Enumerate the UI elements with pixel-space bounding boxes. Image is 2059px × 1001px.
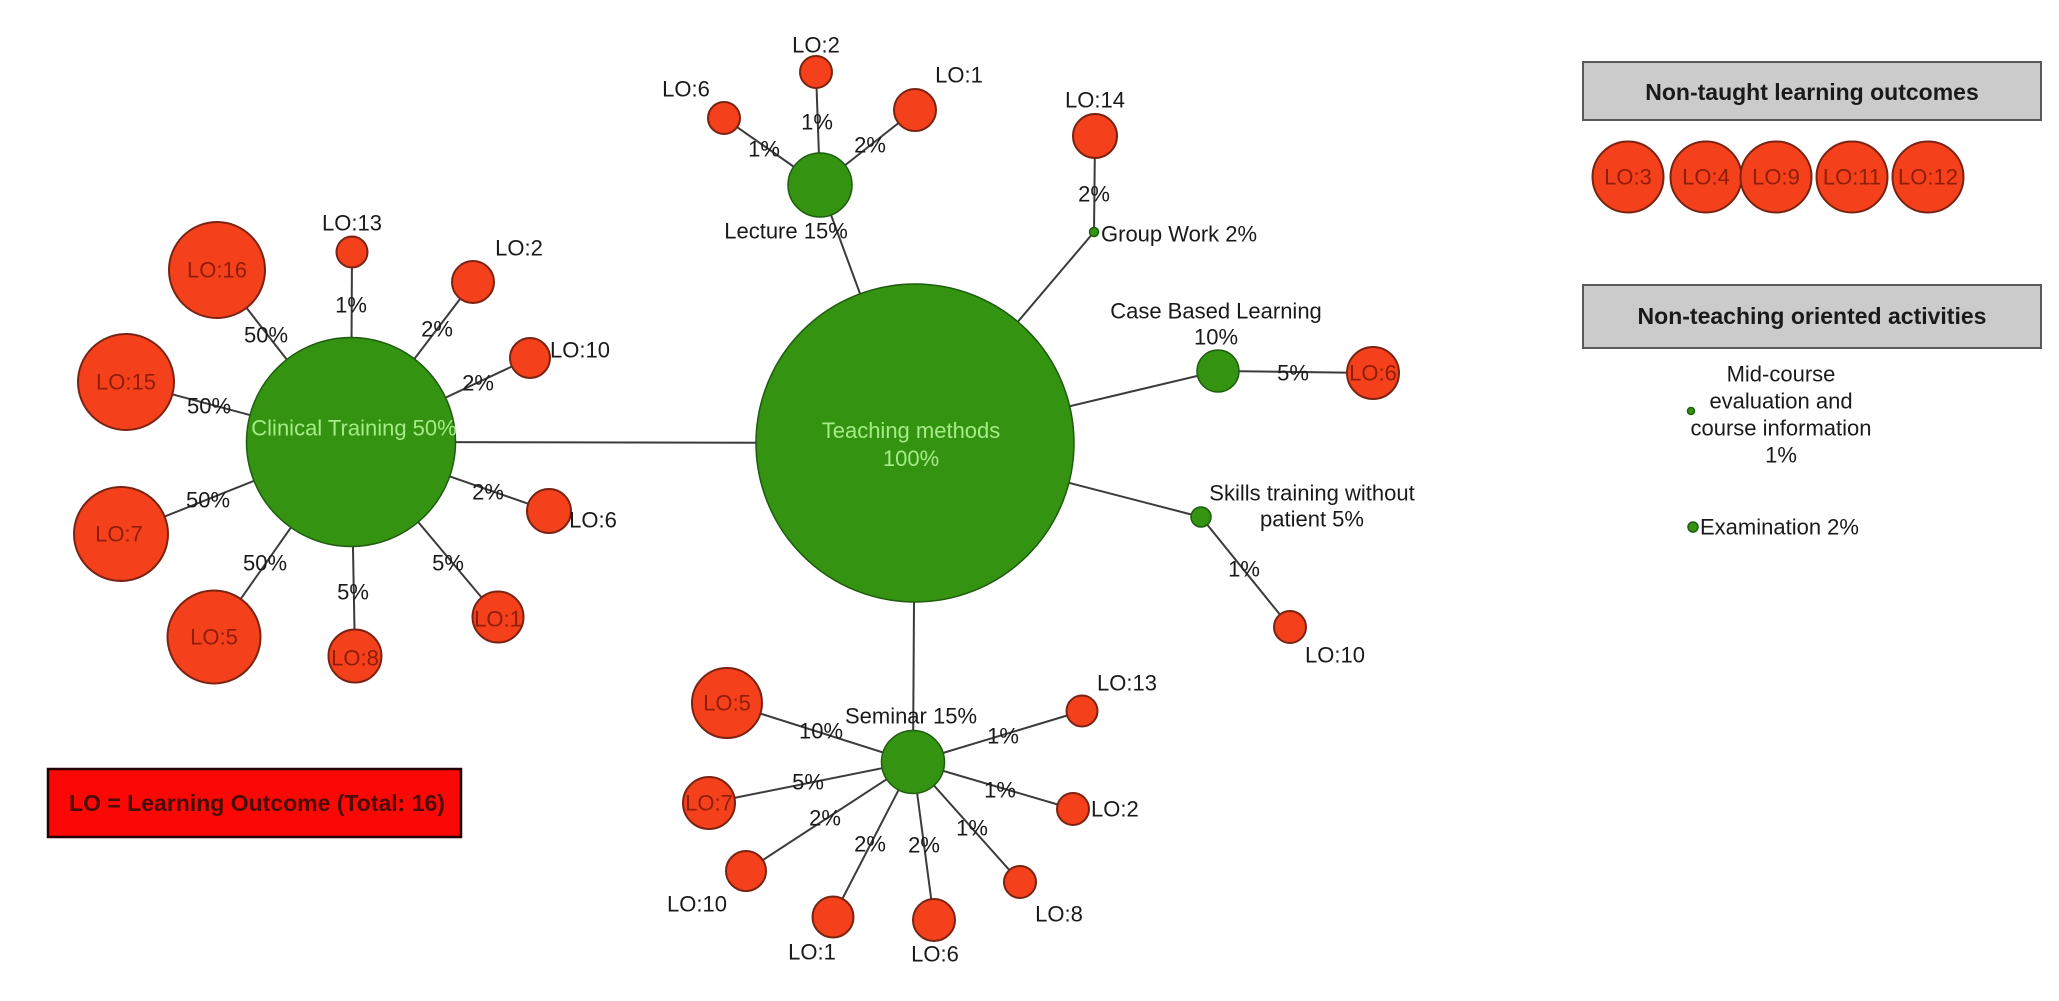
svg-text:50%: 50% (244, 323, 288, 348)
svg-text:Mid-course: Mid-course (1727, 362, 1836, 387)
svg-text:LO:11: LO:11 (1823, 165, 1881, 190)
svg-text:50%: 50% (187, 394, 231, 419)
svg-text:2%: 2% (908, 833, 940, 858)
svg-text:LO:5: LO:5 (190, 625, 238, 650)
svg-text:LO:10: LO:10 (667, 892, 727, 917)
svg-text:LO:13: LO:13 (322, 211, 382, 236)
svg-text:LO:12: LO:12 (1898, 165, 1958, 190)
svg-text:LO:10: LO:10 (550, 338, 610, 363)
svg-text:1%: 1% (1228, 557, 1260, 582)
svg-text:LO:8: LO:8 (1035, 902, 1083, 927)
svg-text:10%: 10% (799, 719, 843, 744)
svg-text:LO:2: LO:2 (792, 33, 840, 58)
svg-text:Clinical Training 50%: Clinical Training 50% (251, 416, 456, 441)
svg-text:LO:15: LO:15 (96, 370, 156, 395)
svg-text:1%: 1% (956, 816, 988, 841)
svg-text:Teaching methods: Teaching methods (822, 418, 1001, 443)
svg-text:LO:13: LO:13 (1097, 671, 1157, 696)
svg-text:Group Work 2%: Group Work 2% (1101, 222, 1257, 247)
svg-text:1%: 1% (1765, 443, 1797, 468)
svg-text:10%: 10% (1194, 325, 1238, 350)
svg-text:Skills training without: Skills training without (1209, 481, 1414, 506)
svg-text:LO = Learning Outcome (Total:: LO = Learning Outcome (Total: 16) (69, 790, 445, 816)
svg-text:50%: 50% (186, 488, 230, 513)
svg-text:2%: 2% (854, 133, 886, 158)
svg-text:course information: course information (1691, 416, 1872, 441)
svg-text:5%: 5% (432, 551, 464, 576)
svg-text:LO:8: LO:8 (331, 646, 379, 671)
svg-text:1%: 1% (984, 778, 1016, 803)
svg-text:100%: 100% (883, 446, 939, 471)
svg-text:LO:1: LO:1 (935, 63, 983, 88)
svg-text:2%: 2% (462, 371, 494, 396)
svg-text:Examination 2%: Examination 2% (1700, 515, 1859, 540)
svg-text:LO:2: LO:2 (1091, 797, 1139, 822)
svg-text:patient 5%: patient 5% (1260, 507, 1364, 532)
svg-text:5%: 5% (792, 770, 824, 795)
svg-text:evaluation and: evaluation and (1709, 389, 1852, 414)
svg-text:LO:10: LO:10 (1305, 643, 1365, 668)
svg-text:LO:7: LO:7 (685, 791, 733, 816)
svg-text:LO:5: LO:5 (703, 691, 751, 716)
svg-text:LO:2: LO:2 (495, 236, 543, 261)
svg-text:LO:6: LO:6 (569, 508, 617, 533)
svg-text:LO:4: LO:4 (1682, 165, 1730, 190)
svg-text:2%: 2% (421, 317, 453, 342)
svg-text:2%: 2% (809, 806, 841, 831)
svg-text:LO:6: LO:6 (1349, 361, 1397, 386)
svg-text:1%: 1% (801, 110, 833, 135)
svg-text:LO:16: LO:16 (187, 258, 247, 283)
svg-text:5%: 5% (337, 580, 369, 605)
svg-text:LO:1: LO:1 (788, 940, 836, 965)
svg-text:1%: 1% (335, 293, 367, 318)
svg-text:LO:7: LO:7 (95, 522, 143, 547)
svg-text:50%: 50% (243, 551, 287, 576)
svg-text:5%: 5% (1277, 361, 1309, 386)
svg-text:Case Based Learning: Case Based Learning (1110, 299, 1322, 324)
svg-text:2%: 2% (854, 832, 886, 857)
svg-text:LO:14: LO:14 (1065, 88, 1125, 113)
svg-text:LO:6: LO:6 (662, 77, 710, 102)
svg-text:LO:3: LO:3 (1604, 165, 1652, 190)
svg-text:2%: 2% (472, 480, 504, 505)
svg-text:LO:6: LO:6 (911, 942, 959, 967)
svg-text:Seminar 15%: Seminar 15% (845, 704, 977, 729)
svg-text:LO:9: LO:9 (1752, 165, 1800, 190)
svg-text:Non-taught learning outcomes: Non-taught learning outcomes (1645, 79, 1979, 105)
svg-text:LO:1: LO:1 (474, 607, 522, 632)
svg-text:1%: 1% (987, 724, 1019, 749)
svg-text:2%: 2% (1078, 182, 1110, 207)
svg-text:Lecture 15%: Lecture 15% (724, 219, 848, 244)
svg-text:Non-teaching oriented activiti: Non-teaching oriented activities (1638, 303, 1987, 329)
svg-text:1%: 1% (748, 137, 780, 162)
